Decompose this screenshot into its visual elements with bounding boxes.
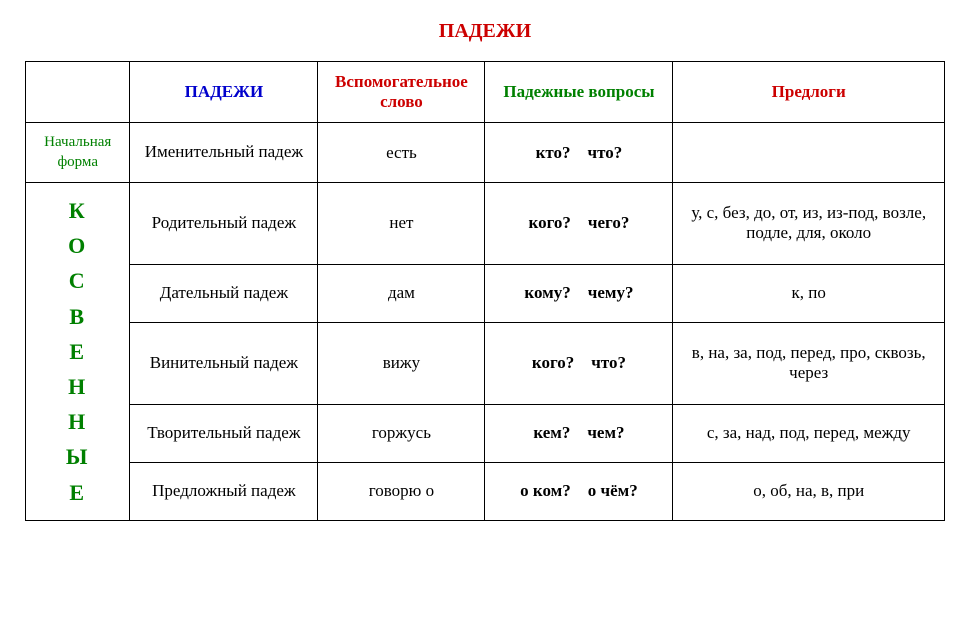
q2: что? xyxy=(588,143,623,162)
aux-word: горжусь xyxy=(318,404,485,462)
questions: кто? что? xyxy=(485,123,673,183)
q2: о чём? xyxy=(588,481,638,500)
v-letter: В xyxy=(32,299,123,334)
prepositions xyxy=(673,123,945,183)
case-name: Дательный падеж xyxy=(130,264,318,322)
v-letter: Н xyxy=(32,369,123,404)
prepositions: о, об, на, в, при xyxy=(673,462,945,520)
questions: кем? чем? xyxy=(485,404,673,462)
aux-word: говорю о xyxy=(318,462,485,520)
header-prep: Предлоги xyxy=(673,62,945,123)
v-letter: О xyxy=(32,228,123,263)
table-row: Дательный падеж дам кому? чему? к, по xyxy=(26,264,945,322)
q2: чем? xyxy=(587,423,624,442)
q1: кого? xyxy=(532,353,574,372)
prepositions: к, по xyxy=(673,264,945,322)
side-indirect: К О С В Е Н Н Ы Е xyxy=(26,183,130,521)
table-row: Предложный падеж говорю о о ком? о чём? … xyxy=(26,462,945,520)
questions: о ком? о чём? xyxy=(485,462,673,520)
q1: кому? xyxy=(524,283,570,302)
aux-word: есть xyxy=(318,123,485,183)
questions: кому? чему? xyxy=(485,264,673,322)
page-title: ПАДЕЖИ xyxy=(25,20,945,43)
header-aux: Вспомогательное слово xyxy=(318,62,485,123)
table-row: Начальная форма Именительный падеж есть … xyxy=(26,123,945,183)
questions: кого? чего? xyxy=(485,183,673,265)
q2: чему? xyxy=(588,283,634,302)
q1: кто? xyxy=(536,143,571,162)
header-questions: Падежные вопросы xyxy=(485,62,673,123)
q2: что? xyxy=(591,353,626,372)
cases-table: ПАДЕЖИ Вспомогательное слово Падежные во… xyxy=(25,61,945,521)
case-name: Винительный падеж xyxy=(130,322,318,404)
table-row: Творительный падеж горжусь кем? чем? с, … xyxy=(26,404,945,462)
prepositions: у, с, без, до, от, из, из-под, возле, по… xyxy=(673,183,945,265)
v-letter: К xyxy=(32,193,123,228)
side-initial: Начальная форма xyxy=(26,123,130,183)
prepositions: в, на, за, под, перед, про, сквозь, чере… xyxy=(673,322,945,404)
header-cases: ПАДЕЖИ xyxy=(130,62,318,123)
questions: кого? что? xyxy=(485,322,673,404)
q2: чего? xyxy=(588,213,629,232)
header-empty xyxy=(26,62,130,123)
q1: о ком? xyxy=(520,481,571,500)
aux-word: вижу xyxy=(318,322,485,404)
v-letter: Е xyxy=(32,475,123,510)
v-letter: Ы xyxy=(32,439,123,474)
table-row: К О С В Е Н Н Ы Е Родительный падеж нет … xyxy=(26,183,945,265)
q1: кем? xyxy=(533,423,570,442)
case-name: Именительный падеж xyxy=(130,123,318,183)
header-row: ПАДЕЖИ Вспомогательное слово Падежные во… xyxy=(26,62,945,123)
v-letter: Н xyxy=(32,404,123,439)
case-name: Родительный падеж xyxy=(130,183,318,265)
case-name: Творительный падеж xyxy=(130,404,318,462)
aux-word: дам xyxy=(318,264,485,322)
case-name: Предложный падеж xyxy=(130,462,318,520)
v-letter: С xyxy=(32,263,123,298)
table-row: Винительный падеж вижу кого? что? в, на,… xyxy=(26,322,945,404)
aux-word: нет xyxy=(318,183,485,265)
v-letter: Е xyxy=(32,334,123,369)
prepositions: с, за, над, под, перед, между xyxy=(673,404,945,462)
q1: кого? xyxy=(529,213,571,232)
